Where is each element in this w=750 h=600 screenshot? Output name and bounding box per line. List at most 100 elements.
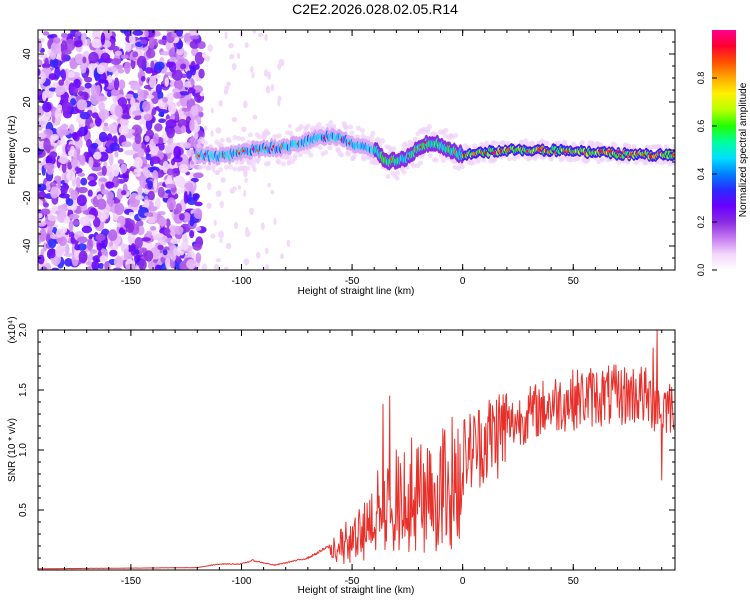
spectrogram-cell [265, 264, 270, 270]
spectrogram-cell [165, 256, 171, 269]
spectrogram-cell [426, 124, 432, 130]
spectrogram-cell [190, 79, 195, 86]
spectrogram-cell [96, 64, 105, 75]
spectrogram-cell [114, 151, 119, 158]
spectrogram-cell [77, 186, 88, 194]
spectrogram-cell [130, 243, 136, 256]
spectrogram-cell [107, 123, 117, 134]
spectrogram-cell [226, 81, 231, 87]
spectrogram-cell [49, 151, 58, 159]
y-tick-label: -40 [22, 238, 33, 253]
spectrogram-cell [219, 200, 224, 208]
spectrogram-cell [247, 132, 253, 138]
spectrogram-cell [123, 248, 130, 260]
spectrogram-cell [202, 140, 208, 146]
spectrogram-cell [84, 214, 96, 222]
spectrogram-cell [199, 92, 205, 97]
spectrogram-cell [64, 184, 70, 190]
spectrogram-cell [48, 91, 55, 97]
spectrogram-cell [471, 159, 477, 165]
spectrogram-cell [128, 129, 136, 134]
spectrogram-cell [172, 88, 180, 94]
spectrogram-cell [68, 219, 74, 233]
spectrogram-cell [38, 58, 43, 68]
spectrogram-cell [168, 48, 176, 58]
top-x-axis-ticks: -150 -100 -50 0 50 [41, 30, 663, 287]
spectrogram-cell [158, 112, 165, 117]
spectrogram-cell [86, 238, 94, 251]
spectrogram-cell [292, 153, 298, 159]
spectrogram-cell [162, 160, 169, 174]
spectrogram-cell [87, 189, 93, 197]
colorbar-tick-label: 0.0 [696, 264, 706, 277]
spectrogram-cell [182, 233, 188, 245]
spectrogram-cell [148, 37, 155, 49]
spectrogram-cell [223, 266, 229, 270]
spectrogram-cell [186, 148, 195, 157]
spectrogram-cell [210, 107, 214, 114]
spectrogram-cell [265, 130, 271, 136]
spectrogram-cell [124, 61, 131, 74]
spectrogram-cell [168, 61, 177, 73]
spectrogram-cell [279, 253, 285, 260]
spectrogram-cell [100, 52, 110, 63]
spectrogram-cell [189, 119, 195, 132]
spectrogram-cell [232, 166, 238, 172]
spectrogram-cell [80, 177, 88, 186]
spectrogram-cell [91, 112, 99, 119]
spectrogram-cell [76, 194, 87, 207]
spectrogram-cell [226, 138, 232, 144]
spectrogram-cell [71, 131, 79, 140]
spectrogram-cell [116, 222, 121, 228]
spectrogram-cell [66, 198, 74, 206]
spectrogram-cell [136, 219, 144, 227]
chart-title: C2E2.2026.028.02.05.R14 [292, 1, 458, 17]
spectrogram-cell [82, 72, 88, 79]
spectrogram-cell [101, 165, 107, 177]
x-tick-label: 50 [568, 276, 580, 287]
spectrogram-cell [60, 32, 68, 39]
spectrogram-cell [328, 120, 334, 126]
spectrogram-cell [158, 234, 169, 246]
spectrogram-cell [134, 194, 145, 201]
spectrogram-cell [91, 260, 100, 270]
x-tick-label: -50 [345, 276, 360, 287]
spectrogram-cell [317, 145, 323, 151]
spectrogram-cell [165, 183, 177, 189]
spectrogram-cell [144, 199, 150, 208]
spectrogram-cell [141, 100, 151, 112]
spectrogram-cell [245, 230, 251, 238]
spectrogram-cell [133, 168, 144, 173]
spectrogram-cell [427, 152, 433, 158]
spectrogram-cell [258, 32, 264, 38]
spectrogram-cell [179, 108, 184, 121]
spectrogram-cell [270, 84, 275, 92]
spectrogram-cell [139, 39, 148, 45]
spectrogram-cell [197, 41, 206, 50]
spectrogram-cell [54, 66, 61, 80]
spectrogram-cell [626, 143, 632, 149]
spectrogram-cell [96, 242, 103, 251]
spectrogram-cell [79, 154, 86, 166]
spectrogram-cell [192, 243, 202, 251]
spectrogram-cell [98, 262, 105, 269]
spectrogram-cell [42, 31, 50, 36]
spectrogram-cell [140, 237, 151, 242]
spectrogram-cell [229, 53, 235, 60]
bottom-y-axis-ticks: 0.5 1.0 1.5 2.0 [18, 323, 675, 559]
spectrogram-cell [225, 242, 232, 250]
spectrogram-cell [105, 31, 111, 39]
spectrogram-cell [251, 72, 255, 79]
spectrogram-cell [71, 87, 78, 96]
spectrogram-cells [38, 30, 675, 270]
spectrogram-cell [180, 125, 187, 134]
spectrogram-cell [86, 139, 93, 149]
spectrogram-cell [267, 182, 271, 188]
spectrogram-cell [76, 99, 88, 111]
spectrogram-cell [179, 213, 185, 221]
y-tick-label: 2.0 [18, 323, 29, 337]
snr-background [38, 330, 675, 570]
spectrogram-cell [174, 78, 184, 90]
spectrogram-cell [492, 156, 498, 162]
